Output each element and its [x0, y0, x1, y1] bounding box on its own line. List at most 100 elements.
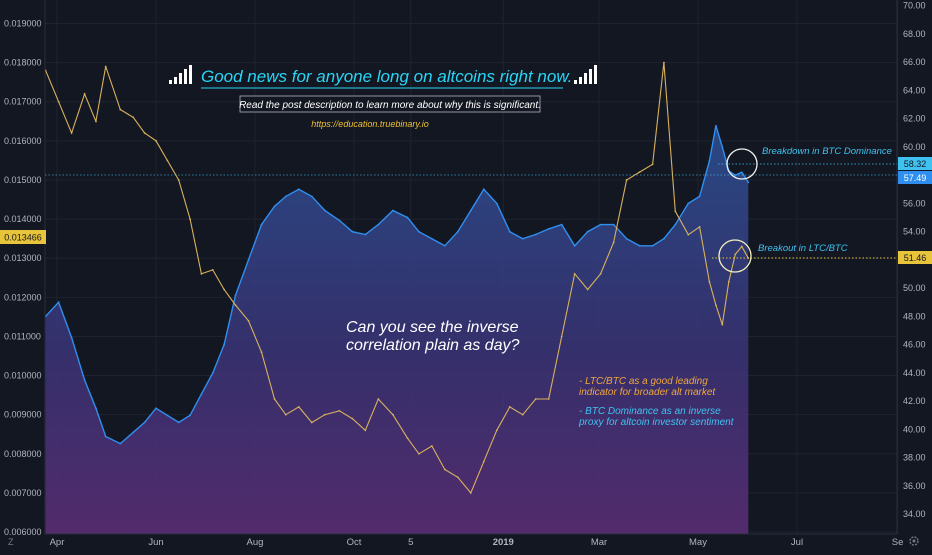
left-tick-label: 0.013000: [4, 253, 42, 263]
series-point: [430, 445, 433, 447]
series-point: [612, 241, 615, 244]
series-point: [223, 343, 226, 346]
right-axis-ticks[interactable]: 70.0068.0066.0064.0062.0060.0058.0056.00…: [903, 1, 926, 520]
ltc-series-line: [45, 62, 749, 494]
series-point: [547, 227, 550, 230]
x-tick-label: 5: [408, 537, 413, 548]
right-tick-label: 62.00: [903, 114, 926, 124]
series-point: [234, 304, 237, 307]
breakout-circle: [718, 239, 752, 273]
price-badge-dom-current: 57.49: [898, 171, 932, 184]
series-point: [456, 230, 459, 233]
series-point: [70, 132, 73, 134]
series-point: [417, 452, 420, 455]
series-point: [469, 492, 472, 494]
series-point: [599, 223, 602, 226]
series-point: [521, 237, 524, 240]
zoom-z-icon[interactable]: Z: [8, 537, 14, 547]
x-tick-label: Oct: [347, 537, 362, 548]
series-point: [392, 413, 394, 416]
series-point: [651, 244, 654, 247]
right-tick-label: 38.00: [903, 453, 926, 463]
series-point: [495, 202, 498, 205]
subtitle: Read the post description to learn more …: [239, 100, 541, 111]
series-point: [143, 132, 146, 134]
source-url[interactable]: https://education.truebinary.io: [311, 119, 428, 129]
left-current-value: 0.013466: [4, 233, 42, 243]
series-point: [625, 237, 628, 240]
left-tick-label: 0.015000: [4, 175, 42, 185]
left-tick-label: 0.016000: [4, 136, 42, 146]
series-point: [687, 202, 690, 205]
dominance-series-line: [45, 125, 749, 445]
right-tick-label: 48.00: [903, 311, 926, 321]
series-point: [83, 379, 86, 381]
left-tick-label: 0.018000: [4, 58, 42, 68]
series-point: [443, 244, 446, 247]
series-point: [119, 442, 122, 445]
series-point: [698, 195, 701, 198]
series-point: [377, 398, 380, 400]
series-point: [364, 429, 367, 432]
series-point: [284, 195, 287, 198]
left-tick-label: 0.009000: [4, 410, 42, 420]
right-tick-label: 56.00: [903, 198, 926, 208]
series-point: [638, 171, 641, 174]
breakdown-circle: [726, 148, 758, 180]
right-tick-label: 60.00: [903, 142, 926, 152]
series-point: [351, 230, 354, 233]
series-point: [155, 407, 157, 410]
series-point: [310, 195, 313, 198]
series-point: [612, 223, 615, 226]
series-point: [674, 210, 677, 213]
left-axis-ticks[interactable]: 0.019000 0.018000 0.017000 0.016000 0.015000…: [4, 18, 42, 537]
series-point: [364, 233, 367, 236]
series-point: [273, 398, 276, 400]
series-point: [430, 237, 433, 240]
series-point: [721, 146, 724, 148]
series-point: [377, 223, 380, 226]
series-point: [573, 272, 576, 275]
series-point: [586, 230, 589, 233]
price-label-dom-current: 57.49: [904, 173, 927, 183]
settings-gear-icon[interactable]: [909, 536, 919, 546]
left-tick-label: 0.014000: [4, 214, 42, 224]
right-tick-label: 64.00: [903, 85, 926, 95]
series-point: [234, 294, 237, 297]
series-point: [323, 209, 326, 212]
right-tick-label: 42.00: [903, 396, 926, 406]
series-point: [740, 171, 743, 174]
series-point: [284, 413, 287, 416]
series-point: [57, 301, 60, 304]
x-tick-label: 2019: [493, 537, 514, 548]
signal-icon-left: [169, 65, 192, 84]
series-point: [586, 288, 589, 291]
x-tick-label: Jul: [791, 537, 803, 548]
x-tick-label: May: [689, 537, 707, 548]
x-tick-label: Apr: [50, 537, 65, 548]
series-point: [495, 429, 498, 432]
series-point: [211, 269, 214, 271]
series-point: [260, 223, 263, 226]
series-point: [223, 288, 226, 291]
series-point: [83, 92, 86, 95]
left-tick-label: 0.012000: [4, 292, 42, 302]
series-point: [573, 244, 576, 247]
left-tick-label: 0.008000: [4, 449, 42, 459]
series-point: [297, 188, 300, 191]
series-point: [177, 421, 180, 424]
right-tick-label: 54.00: [903, 227, 926, 237]
series-point: [143, 421, 146, 424]
x-tick-label: Mar: [591, 537, 607, 548]
series-point: [508, 405, 511, 408]
series-point: [651, 163, 654, 166]
note-ltc-line-2: indicator for broader alt market: [579, 387, 716, 398]
x-tick-label: Aug: [247, 537, 264, 548]
left-tick-label: 0.007000: [4, 488, 42, 498]
x-axis-ticks[interactable]: Apr Jun Aug Oct 5 2019 Mar May Jul Se: [50, 537, 904, 548]
series-point: [247, 319, 250, 322]
right-tick-label: 40.00: [903, 424, 926, 434]
x-tick-label: Jun: [148, 537, 163, 548]
